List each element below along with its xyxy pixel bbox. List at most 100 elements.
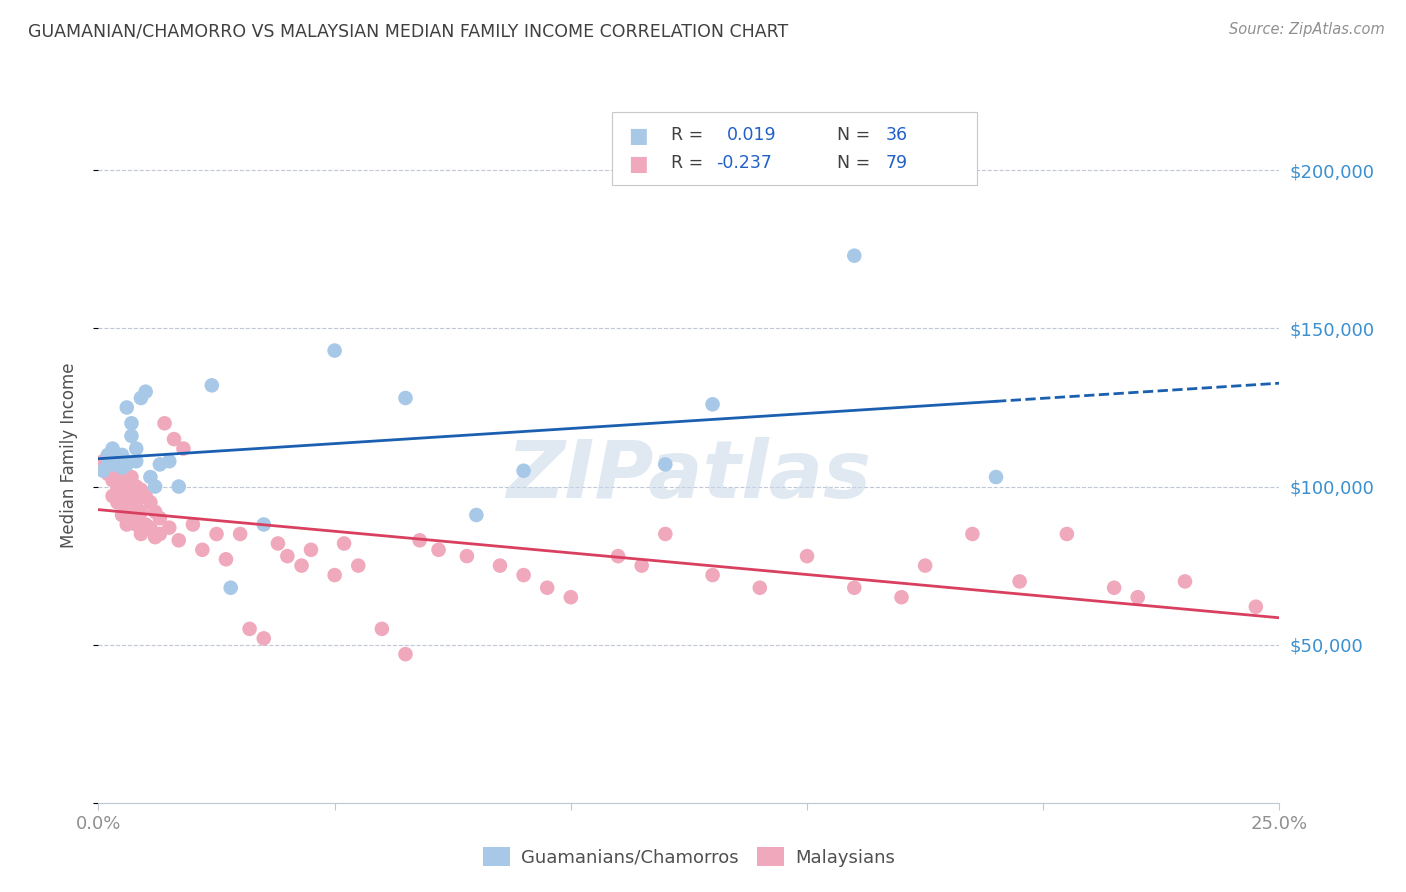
Point — [105, 495, 128, 509]
Point — [143, 505, 166, 519]
Point — [121, 470, 143, 484]
Point — [149, 458, 172, 472]
Point — [323, 568, 346, 582]
Point — [512, 568, 534, 582]
Point — [105, 470, 128, 484]
Point — [191, 542, 214, 557]
Point — [1102, 581, 1125, 595]
Point — [143, 530, 166, 544]
Point — [97, 458, 120, 472]
Point — [91, 454, 114, 468]
Point — [844, 249, 866, 263]
Point — [347, 558, 370, 573]
Point — [796, 549, 818, 563]
Point — [129, 391, 152, 405]
Point — [748, 581, 770, 595]
Point — [167, 479, 190, 493]
Point — [654, 458, 676, 472]
Point — [1126, 591, 1149, 605]
Point — [111, 448, 134, 462]
Point — [276, 549, 298, 563]
Point — [201, 378, 224, 392]
Point — [299, 542, 322, 557]
Point — [101, 473, 124, 487]
Text: N =: N = — [837, 154, 870, 172]
Point — [125, 479, 148, 493]
Point — [962, 527, 984, 541]
Point — [97, 448, 120, 462]
Point — [290, 558, 312, 573]
Point — [125, 495, 148, 509]
Point — [253, 517, 276, 532]
Point — [139, 495, 162, 509]
Text: GUAMANIAN/CHAMORRO VS MALAYSIAN MEDIAN FAMILY INCOME CORRELATION CHART: GUAMANIAN/CHAMORRO VS MALAYSIAN MEDIAN F… — [28, 22, 789, 40]
Point — [101, 458, 124, 472]
Point — [111, 508, 134, 522]
Point — [115, 517, 138, 532]
Point — [157, 521, 180, 535]
Text: R =: R = — [671, 154, 703, 172]
Point — [129, 483, 152, 497]
Point — [323, 343, 346, 358]
Point — [167, 533, 190, 548]
Point — [181, 517, 204, 532]
Point — [394, 391, 416, 405]
Point — [143, 479, 166, 493]
Point — [97, 467, 120, 481]
Text: -0.237: -0.237 — [716, 154, 772, 172]
Point — [890, 591, 912, 605]
Point — [115, 401, 138, 415]
Point — [489, 558, 512, 573]
Point — [121, 489, 143, 503]
Point — [115, 479, 138, 493]
Point — [172, 442, 194, 456]
Text: N =: N = — [837, 126, 870, 144]
Point — [125, 454, 148, 468]
Point — [984, 470, 1007, 484]
Point — [153, 417, 176, 431]
Text: ■: ■ — [628, 154, 648, 174]
Point — [139, 470, 162, 484]
Point — [135, 384, 157, 399]
Point — [105, 467, 128, 481]
Point — [121, 505, 143, 519]
Point — [630, 558, 652, 573]
Point — [105, 448, 128, 462]
Point — [456, 549, 478, 563]
Point — [101, 464, 124, 478]
Text: 0.019: 0.019 — [727, 126, 776, 144]
Point — [371, 622, 394, 636]
Point — [163, 432, 186, 446]
Text: 79: 79 — [886, 154, 908, 172]
Y-axis label: Median Family Income: Median Family Income — [59, 362, 77, 548]
Point — [125, 501, 148, 516]
Point — [97, 458, 120, 472]
Point — [149, 527, 172, 541]
Point — [205, 527, 228, 541]
Point — [607, 549, 630, 563]
Point — [121, 429, 143, 443]
Point — [129, 505, 152, 519]
Point — [914, 558, 936, 573]
Point — [536, 581, 558, 595]
Point — [149, 511, 172, 525]
Point — [333, 536, 356, 550]
Point — [125, 517, 148, 532]
Point — [115, 454, 138, 468]
Point — [654, 527, 676, 541]
Text: Source: ZipAtlas.com: Source: ZipAtlas.com — [1229, 22, 1385, 37]
Point — [427, 542, 450, 557]
Point — [139, 521, 162, 535]
Point — [1056, 527, 1078, 541]
Point — [702, 568, 724, 582]
Point — [111, 492, 134, 507]
Point — [239, 622, 262, 636]
Point — [91, 464, 114, 478]
Point — [215, 552, 238, 566]
Point — [219, 581, 242, 595]
Point — [111, 483, 134, 497]
Point — [101, 442, 124, 456]
Point — [105, 454, 128, 468]
Point — [121, 417, 143, 431]
Point — [844, 581, 866, 595]
